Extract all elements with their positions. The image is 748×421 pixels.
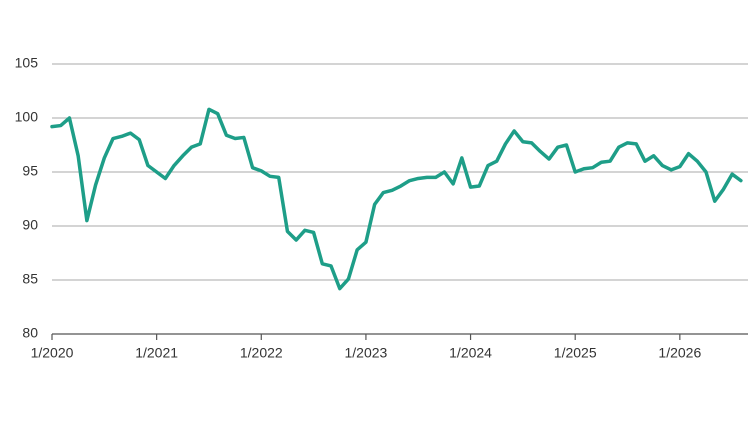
x-tick-label: 1/2023 [345,345,388,361]
x-tick-label: 1/2024 [449,345,492,361]
y-tick-label: 105 [15,55,39,71]
x-tick-label: 1/2022 [240,345,283,361]
x-tick-label: 1/2025 [554,345,597,361]
x-tick-label: 1/2020 [31,345,74,361]
x-tick-label: 1/2026 [658,345,701,361]
y-tick-label: 100 [15,109,39,125]
x-tick-label: 1/2021 [135,345,178,361]
data-line [50,107,743,291]
y-tick-label: 85 [22,271,38,287]
y-tick-label: 90 [22,217,38,233]
y-tick-label: 95 [22,163,38,179]
y-tick-label: 80 [22,325,38,341]
